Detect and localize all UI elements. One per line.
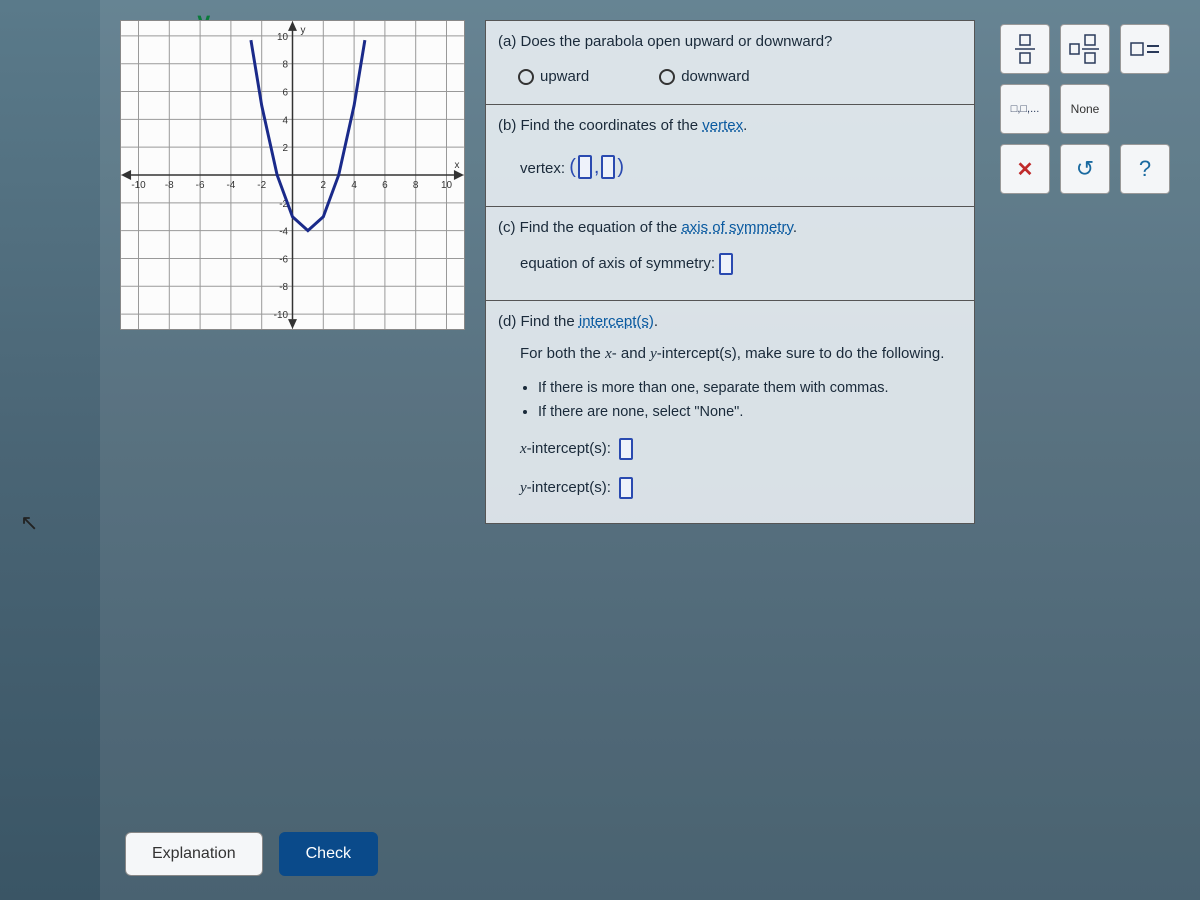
svg-text:-8: -8 (165, 180, 174, 191)
x-intercept-label-text: -intercept(s): (527, 440, 611, 457)
vertex-label: vertex: (520, 160, 565, 177)
clear-key[interactable]: ✕ (1000, 144, 1050, 194)
svg-text:-4: -4 (279, 227, 288, 238)
question-b-prefix: (b) Find the coordinates of the (498, 117, 702, 134)
list-key[interactable]: □,□,... (1000, 84, 1050, 134)
svg-text:-10: -10 (274, 310, 289, 321)
radio-upward-label: upward (540, 66, 589, 89)
question-a-prompt: (a) Does the parabola open upward or dow… (498, 31, 962, 54)
svg-text:8: 8 (413, 180, 419, 191)
svg-text:10: 10 (277, 32, 289, 43)
question-a: (a) Does the parabola open upward or dow… (485, 20, 975, 105)
reset-key[interactable]: ↺ (1060, 144, 1110, 194)
x-intercept-label: x (520, 441, 527, 457)
vertex-input[interactable]: (,) (569, 156, 624, 178)
help-icon: ? (1139, 156, 1151, 182)
equals-key[interactable] (1120, 24, 1170, 74)
parabola-graph: y x -10 -8 -6 -4 -2 2 4 6 8 10 10 8 6 4 … (120, 20, 465, 330)
x-intercept-input[interactable] (619, 438, 633, 460)
x-icon: ✕ (1017, 157, 1034, 182)
svg-text:x: x (454, 160, 459, 171)
question-d: (d) Find the intercept(s). For both the … (485, 300, 975, 525)
question-c: (c) Find the equation of the axis of sym… (485, 206, 975, 301)
list-key-label: □,□,... (1011, 103, 1040, 115)
intercept-instruction: For both the x- and y-intercept(s), make… (520, 345, 944, 362)
check-button[interactable]: Check (279, 832, 378, 876)
svg-text:-8: -8 (279, 282, 288, 293)
explanation-button[interactable]: Explanation (125, 832, 263, 876)
question-d-prefix: (d) Find the (498, 313, 579, 330)
svg-text:-10: -10 (131, 180, 146, 191)
questions-panel: (a) Does the parabola open upward or dow… (485, 20, 975, 524)
radio-downward-label: downward (681, 66, 749, 89)
svg-text:-6: -6 (196, 180, 205, 191)
axis-symmetry-term-link[interactable]: axis of symmetry (681, 219, 792, 236)
svg-text:-4: -4 (226, 180, 235, 191)
math-keypad: □,□,... None ✕ ↺ ? (1000, 24, 1200, 194)
svg-text:6: 6 (382, 180, 388, 191)
refresh-icon: ↺ (1076, 156, 1094, 182)
footer-buttons: Explanation Check (125, 832, 378, 876)
axis-input[interactable] (719, 253, 733, 275)
radio-upward[interactable]: upward (518, 66, 589, 89)
svg-text:-6: -6 (279, 254, 288, 265)
y-intercept-label: y (520, 480, 527, 496)
radio-icon (659, 69, 675, 85)
none-key-label: None (1071, 102, 1100, 116)
svg-text:10: 10 (441, 180, 453, 191)
question-c-prefix: (c) Find the equation of the (498, 219, 681, 236)
bullet-1: If there is more than one, separate them… (538, 378, 962, 398)
svg-text:2: 2 (282, 143, 288, 154)
radio-icon (518, 69, 534, 85)
svg-text:-2: -2 (257, 180, 266, 191)
question-d-suffix: . (654, 313, 658, 330)
svg-text:6: 6 (282, 88, 288, 99)
svg-text:2: 2 (321, 180, 327, 191)
svg-text:8: 8 (282, 60, 288, 71)
svg-text:4: 4 (282, 115, 288, 126)
cursor-icon: ↖ (20, 510, 38, 536)
intercepts-term-link[interactable]: intercept(s) (579, 313, 654, 330)
axis-label: equation of axis of symmetry: (520, 255, 715, 272)
help-key[interactable]: ? (1120, 144, 1170, 194)
none-key[interactable]: None (1060, 84, 1110, 134)
svg-text:4: 4 (351, 180, 357, 191)
radio-downward[interactable]: downward (659, 66, 749, 89)
mixed-fraction-key[interactable] (1060, 24, 1110, 74)
y-intercept-label-text: -intercept(s): (527, 479, 611, 496)
question-c-suffix: . (793, 219, 797, 236)
fraction-key[interactable] (1000, 24, 1050, 74)
svg-text:y: y (300, 25, 305, 36)
workspace: ∨ (100, 0, 1200, 900)
bullet-2: If there are none, select "None". (538, 402, 962, 422)
vertex-term-link[interactable]: vertex (702, 117, 743, 134)
y-intercept-input[interactable] (619, 477, 633, 499)
question-b-suffix: . (743, 117, 747, 134)
question-b: (b) Find the coordinates of the vertex. … (485, 104, 975, 207)
